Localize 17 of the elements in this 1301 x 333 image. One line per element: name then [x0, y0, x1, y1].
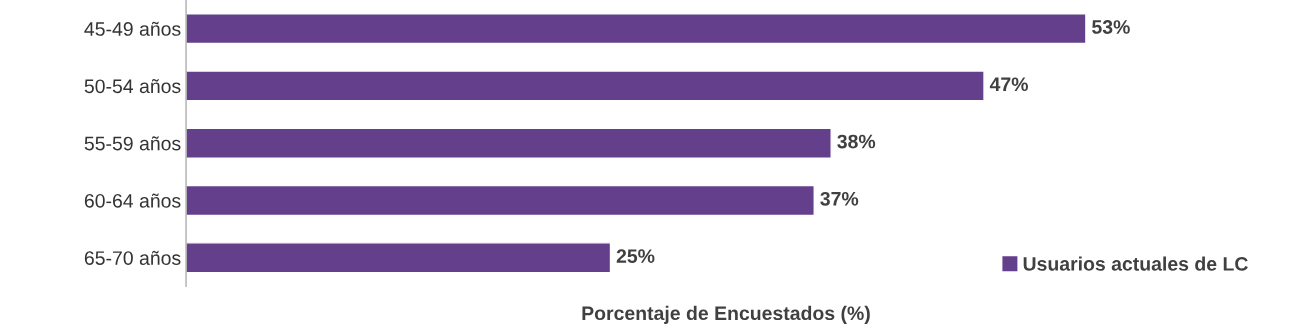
bar [186, 13, 1087, 45]
y-tick-label: 60-64 años [84, 193, 181, 208]
bar [186, 242, 612, 274]
y-tick-label: 45-49 años [84, 21, 181, 36]
y-tick-label: 65-70 años [84, 250, 181, 265]
y-tick-label: 50-54 años [84, 79, 181, 94]
data-label: 25% [616, 249, 655, 263]
legend-label: Usuarios actuales de LC [1023, 256, 1248, 271]
bar [186, 184, 815, 217]
bar [186, 70, 985, 102]
bar [186, 127, 832, 159]
data-label: 53% [1092, 20, 1130, 34]
data-label: 37% [820, 191, 859, 206]
data-label: 47% [989, 77, 1028, 92]
y-tick-label: 55-59 años [84, 136, 181, 151]
x-axis-title: Porcentaje de Encuestados (%) [582, 305, 870, 324]
data-label: 38% [837, 134, 876, 149]
